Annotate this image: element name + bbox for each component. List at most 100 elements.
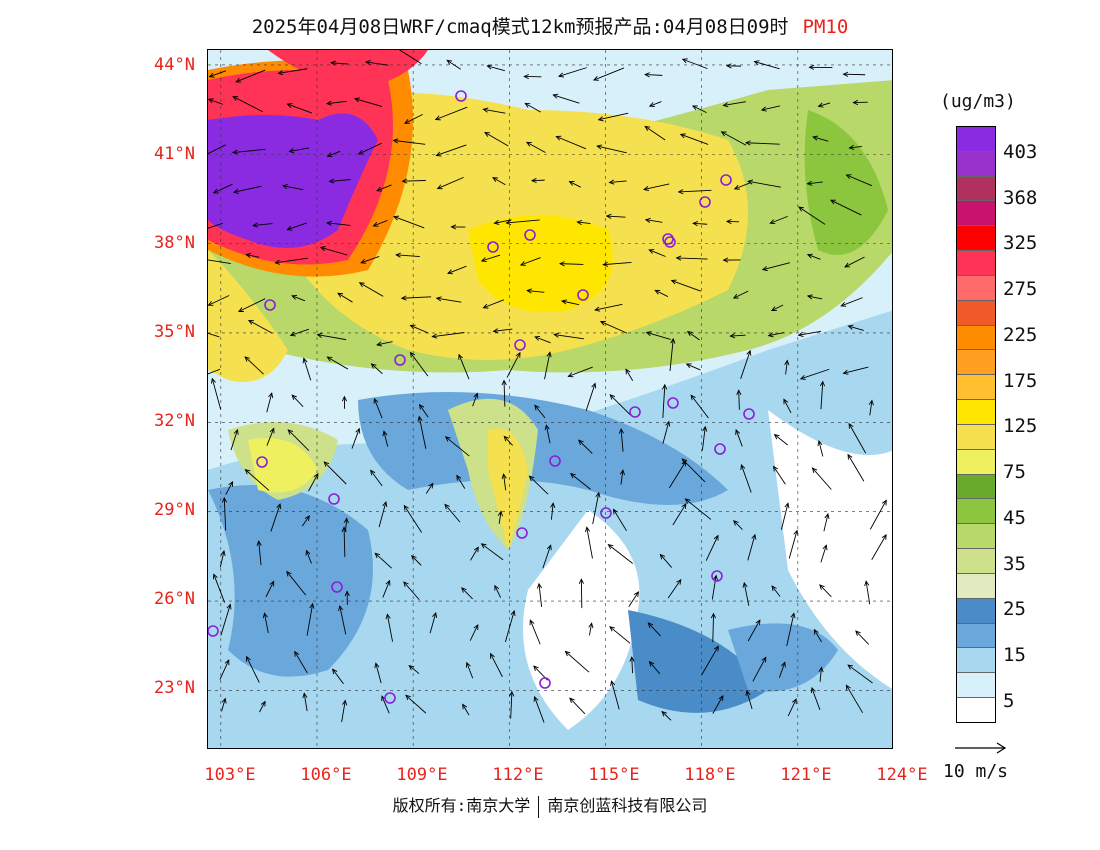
station-marker[interactable] [667,397,679,409]
station-marker[interactable] [264,299,276,311]
wind-arrow [555,135,587,150]
pm10-map [208,50,892,748]
station-marker[interactable] [699,196,711,208]
station-marker[interactable] [549,455,561,467]
station-marker[interactable] [711,570,723,582]
station-marker[interactable] [743,408,755,420]
wind-arrow [277,68,308,76]
wind-arrow [472,392,479,407]
wind-arrow [542,544,552,569]
legend-swatch-23 [957,698,995,722]
station-marker[interactable] [516,527,528,539]
wind-reference-label: 10 m/s [943,761,1009,782]
wind-arrow [306,602,315,636]
legend-swatch-22 [957,673,995,699]
wind-arrow [341,526,347,558]
wind-arrow [788,529,799,559]
wind-arrow [868,399,874,416]
lon-label-124e: 124°E [876,765,928,785]
graticule [208,50,892,748]
station-marker[interactable] [600,507,612,519]
wind-arrow [219,550,226,568]
wind-arrow [536,582,543,608]
wind-arrow [524,102,541,113]
wind-arrow [232,96,263,113]
footer-separator [538,795,540,818]
wind-arrow [578,439,593,454]
wind-arrow [812,135,829,142]
station-marker[interactable] [331,581,343,593]
wind-arrow [662,420,671,444]
station-marker[interactable] [662,233,674,245]
wind-arrow [435,296,462,303]
wind-arrow [436,176,464,190]
station-marker[interactable] [714,443,726,455]
wind-arrow [408,664,420,675]
wind-arrow [519,257,541,266]
wind-arrow [829,199,862,216]
wind-arrow [842,71,866,77]
wind-arrow [231,148,266,155]
wind-arrow [558,261,584,267]
legend-label-25: 25 [1003,598,1026,620]
wind-arrow [840,297,863,307]
station-marker[interactable] [487,241,499,253]
wind-arrow [672,503,687,526]
wind-arrow [736,389,742,410]
wind-arrow [382,430,389,447]
wind-arrow [786,612,796,647]
station-marker[interactable] [539,677,551,689]
wind-arrow [289,328,310,337]
wind-arrow [338,605,347,635]
wind-arrow [679,133,709,145]
wind-arrow [353,97,383,107]
wind-arrow [817,440,824,457]
legend-swatch-14 [957,474,995,500]
wind-arrow [684,498,712,520]
station-marker[interactable] [384,692,396,704]
wind-arrow [722,101,746,108]
wind-arrow [465,661,474,679]
station-marker[interactable] [524,229,536,241]
wind-reference-arrow-icon [955,742,1007,754]
wind-arrow [480,254,501,263]
wind-arrow [497,510,503,524]
wind-arrow [669,337,676,371]
station-marker[interactable] [720,174,732,186]
legend-swatch-6 [957,275,995,301]
wind-arrow [395,252,420,258]
legend-swatch-10 [957,375,995,401]
station-marker[interactable] [208,625,219,637]
wind-arrow [247,319,273,334]
station-marker[interactable] [328,493,340,505]
station-marker[interactable] [256,456,268,468]
wind-arrow [852,99,868,106]
wind-arrow [208,295,230,306]
lon-label-112e: 112°E [492,765,544,785]
wind-arrow [330,60,349,66]
station-marker[interactable] [577,289,589,301]
wind-arrow [458,353,470,380]
legend-swatch-9 [957,350,995,376]
wind-arrow [564,650,590,673]
wind-arrow [771,585,781,597]
wind-arrow [212,183,233,194]
map-panel[interactable] [207,49,893,749]
wind-arrow [252,222,273,228]
wind-arrow [855,630,870,645]
wind-arrow [425,482,434,494]
wind-arrow [819,380,826,410]
legend-swatch-21 [957,648,995,674]
station-marker[interactable] [514,339,526,351]
station-marker[interactable] [394,354,406,366]
wind-arrow [444,503,461,523]
wind-arrow [208,70,227,78]
station-marker[interactable] [629,406,641,418]
station-marker[interactable] [455,90,467,102]
lon-label-106e: 106°E [300,765,352,785]
wind-arrow [444,436,470,457]
wind-arrow [405,694,427,714]
legend-swatch-0 [957,127,995,152]
wind-arrow [864,580,871,605]
wind-arrow [523,73,542,80]
